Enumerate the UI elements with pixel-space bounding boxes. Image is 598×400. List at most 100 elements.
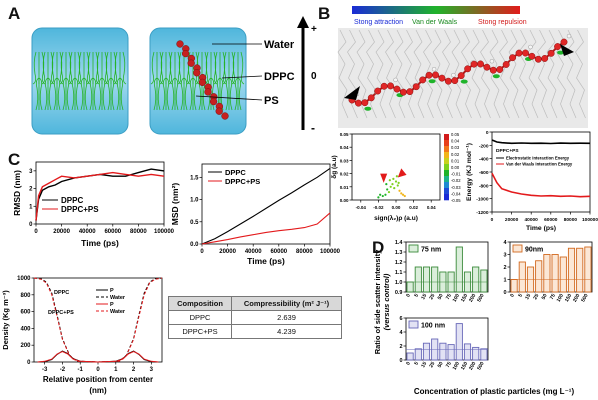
scale-minus: - [311, 121, 315, 135]
series-line [201, 167, 331, 245]
series-line [37, 350, 159, 363]
wireframe-strand [508, 29, 520, 119]
panel-letter-a: A [8, 4, 21, 23]
panel-letter-c: C [8, 150, 21, 169]
y-tick-label: 2 [399, 344, 402, 350]
legend-swatch [408, 320, 419, 329]
legend-swatch [512, 244, 523, 253]
ps-hydrogen [566, 33, 572, 39]
lipid-tail-bottom [98, 77, 103, 111]
legend-group: DPPC+PS [48, 310, 74, 316]
legend-entry: DPPC+PS [61, 205, 99, 214]
y-tick-label: 0.05 [340, 132, 349, 137]
scale-plus: + [311, 24, 317, 35]
red-arrow-icon [380, 173, 388, 183]
y-tick-label: 6 [399, 316, 402, 322]
lipid-tail-bottom [119, 77, 124, 111]
series-line [35, 171, 165, 221]
ps-atom [419, 76, 427, 84]
scatter-point [392, 177, 395, 180]
x-tick-label: 150 [460, 361, 469, 371]
wireframe-strand [537, 29, 548, 119]
y-tick-label: 0 [27, 360, 31, 366]
x-tick-label: 40000 [245, 249, 262, 255]
bar [406, 281, 414, 293]
interaction-colorbar [352, 6, 520, 14]
lipid-tail-bottom [101, 77, 106, 111]
x-tick-label: 75 [549, 293, 557, 301]
y-tick-label: 1.3 [395, 250, 403, 256]
colorbar-tick-label: 0.02 [451, 152, 460, 157]
lipid-tail-top [59, 51, 64, 85]
bar [414, 266, 422, 293]
lipid-tail-bottom [237, 77, 242, 111]
ps-hydrogen [489, 59, 495, 64]
wireframe-strand [432, 29, 444, 119]
y-tick-label: -400 [479, 157, 489, 163]
ps-atom [534, 55, 542, 63]
lipid-tail-bottom [156, 77, 161, 111]
x-tick-label: 0 [34, 229, 38, 235]
lipid-tail-bottom [56, 77, 61, 111]
wireframe-strand [394, 29, 406, 119]
x-tick-label: -1 [78, 367, 84, 373]
ps-bead [181, 49, 190, 58]
lipid-tail-top [177, 51, 182, 85]
colorbar-segment [444, 140, 449, 147]
lipid-tail-bottom [180, 77, 185, 111]
bar [584, 246, 592, 293]
ps-atom [444, 77, 452, 85]
left-arrow-icon [344, 86, 360, 100]
y-axis-label: Energy (KJ mol⁻¹) [466, 143, 473, 201]
ps-atom [515, 49, 523, 57]
lipid-tail-bottom [53, 77, 58, 111]
legend-entry: 75 nm [421, 247, 441, 254]
x-tick-label: 5 [517, 293, 524, 299]
lipid-tail-bottom [153, 77, 158, 111]
ps-hydrogen [393, 77, 398, 83]
ps-atom [393, 85, 401, 93]
legend-entry: Electrostatic Interaction Energy [506, 156, 570, 161]
red-arrow-icon [397, 168, 407, 178]
bar [472, 346, 480, 361]
bar [576, 247, 584, 293]
bar [472, 266, 480, 293]
y-tick-label: 0.00 [340, 198, 349, 203]
series-line [33, 277, 163, 363]
plot-frame [351, 133, 441, 201]
ps-atom [387, 82, 394, 90]
label-dppc: DPPC [264, 71, 295, 83]
scale-zero: 0 [311, 71, 317, 82]
y-axis-label-sub: (versus control) [382, 273, 391, 330]
lipid-tail-bottom [62, 77, 67, 111]
ps-atom [412, 83, 420, 91]
rmsd-line-chart: 0 20000 40000 60000 80000 100000 0 1 2 3 Time (ps)… [14, 161, 174, 248]
legend-title: DPPC+PS [496, 148, 519, 154]
x-tick-label: 0 [405, 293, 412, 299]
ps-atom [432, 71, 439, 79]
vdw-surface-patch [364, 106, 372, 111]
bar [559, 256, 567, 293]
ps-atom [554, 43, 562, 51]
lipid-tail-bottom [71, 77, 76, 111]
lipid-tails-dppc [32, 51, 127, 111]
polystyrene-chain [176, 40, 229, 120]
legend-entry: Water [110, 295, 126, 301]
panel-a-figure: Water DPPC PS + 0 - [31, 16, 317, 135]
x-axis-label: Time (ps) [247, 256, 285, 266]
colorbar-label-repulsion: Stong repulsion [478, 19, 527, 26]
bar [551, 254, 559, 293]
x-tick-label: 200 [572, 293, 581, 303]
x-tick-label: 25 [428, 361, 436, 369]
wireframe-strand [451, 29, 463, 119]
lipid-tail-bottom [35, 77, 40, 111]
y-tick-label: 1 [503, 278, 506, 284]
scatter-point [396, 184, 399, 187]
y-tick-label: -600 [479, 170, 489, 176]
table-cell: 4.239 [231, 324, 342, 339]
x-tick-label: 5 [413, 361, 420, 367]
bar [455, 246, 463, 293]
ps-hydrogen [528, 44, 533, 50]
y-tick-label: 0.9 [395, 290, 403, 296]
lipid-tail-bottom [47, 77, 52, 111]
